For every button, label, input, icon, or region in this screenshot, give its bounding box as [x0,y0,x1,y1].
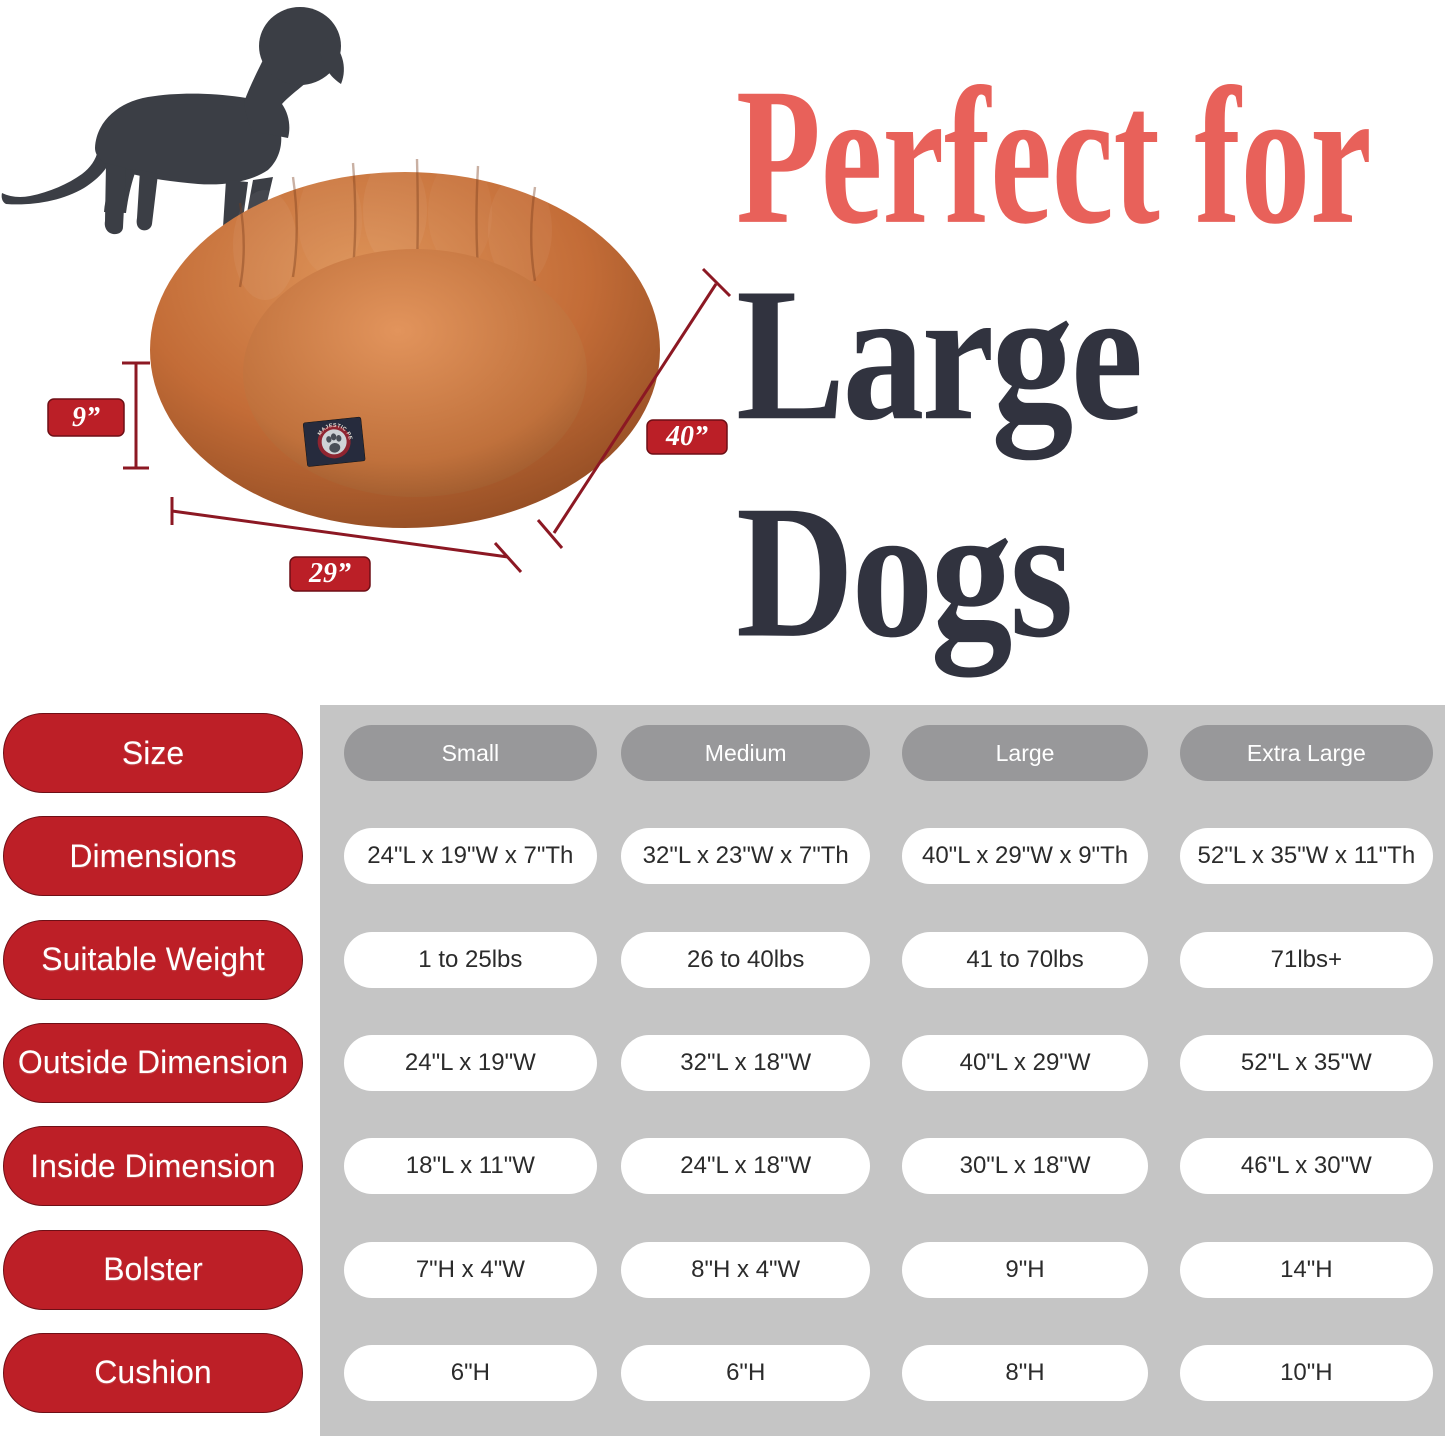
svg-text:29”: 29” [308,558,351,589]
svg-text:40”: 40” [665,421,708,452]
svg-text:9”: 9” [72,402,100,433]
